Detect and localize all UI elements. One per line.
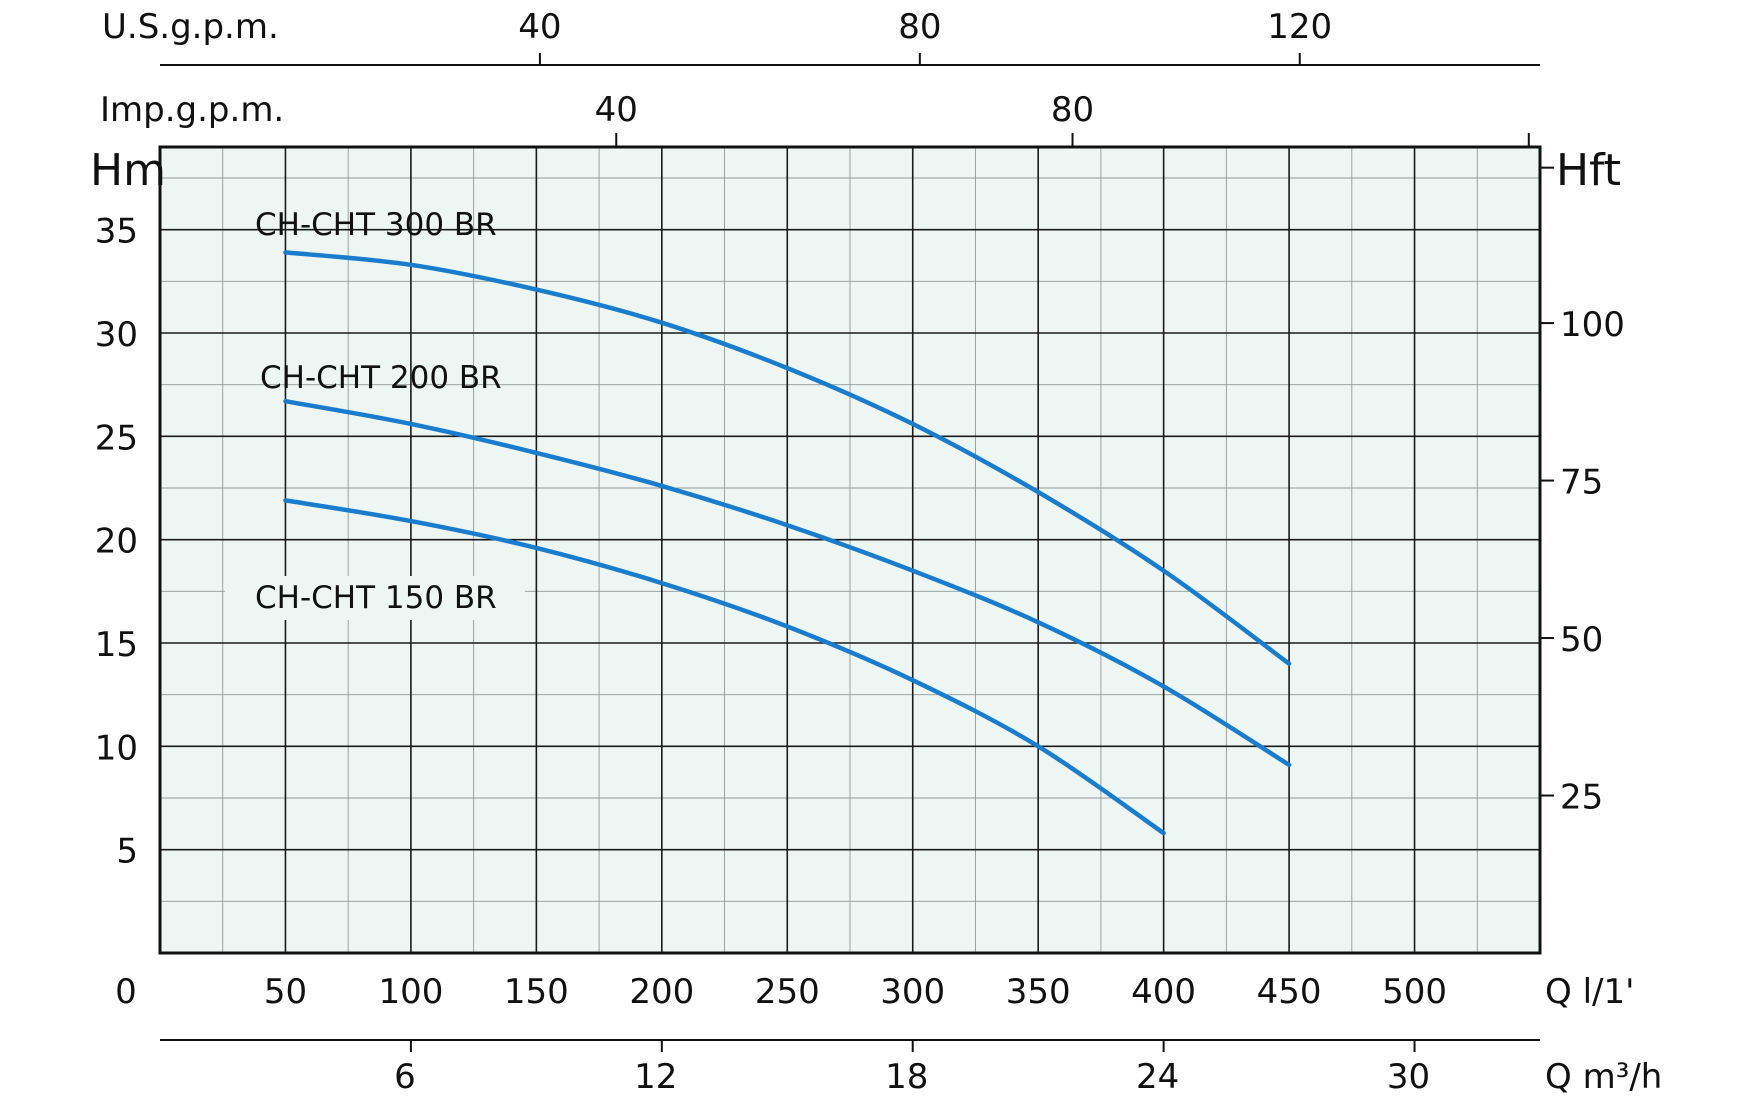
y-tick-label: 5 xyxy=(116,832,138,872)
m3h-tick-label: 30 xyxy=(1387,1057,1430,1097)
m3h-tick-label: 18 xyxy=(885,1057,928,1097)
series-curve-300br xyxy=(283,250,1292,666)
y2-axis-label: Hft xyxy=(1556,145,1621,196)
m3h-tick-label: 6 xyxy=(394,1057,416,1097)
series-labels: CH-CHT 300 BR CH-CHT 200 BR CH-CHT 150 BR xyxy=(225,207,525,620)
x-origin-label: 0 xyxy=(115,972,137,1012)
minor-gridlines xyxy=(160,147,1540,953)
series-curve-150br xyxy=(283,498,1166,836)
m3h-axis-label: Q m³/h xyxy=(1545,1057,1662,1097)
x-axis-label: Q l/1' xyxy=(1545,972,1634,1012)
series-label: CH-CHT 300 BR xyxy=(255,207,497,243)
top-axes: 40 80 120 40 80 xyxy=(160,7,1540,147)
y-axis-label: Hm xyxy=(90,145,166,196)
y2-tick-label: 50 xyxy=(1560,620,1603,660)
usgpm-axis-label: U.S.g.p.m. xyxy=(102,7,279,47)
y-tick-label: 30 xyxy=(95,315,138,355)
x-tick-label: 150 xyxy=(504,972,569,1012)
series-label: CH-CHT 150 BR xyxy=(255,580,497,616)
x-tick-label: 250 xyxy=(755,972,820,1012)
right-axis-hft: 25 50 75 100 xyxy=(1540,166,1625,818)
impgpm-tick-label: 40 xyxy=(595,90,638,130)
series-layer xyxy=(283,250,1292,836)
x-tick-label: 50 xyxy=(264,972,307,1012)
y-tick-label: 15 xyxy=(95,625,138,665)
left-axis-hm: 5 10 15 20 25 30 35 xyxy=(95,212,138,872)
x-tick-label: 100 xyxy=(378,972,443,1012)
x-tick-label: 350 xyxy=(1006,972,1071,1012)
usgpm-tick-label: 80 xyxy=(898,7,941,47)
y2-tick-label: 25 xyxy=(1560,778,1603,818)
y2-tick-label: 100 xyxy=(1560,305,1625,345)
series-label-background xyxy=(225,576,525,620)
y-tick-label: 20 xyxy=(95,522,138,562)
m3h-tick-label: 24 xyxy=(1136,1057,1179,1097)
x-tick-label: 200 xyxy=(629,972,694,1012)
usgpm-tick-label: 40 xyxy=(518,7,561,47)
y2-tick-label: 75 xyxy=(1560,463,1603,503)
y-tick-label: 35 xyxy=(95,212,138,252)
y-tick-label: 25 xyxy=(95,418,138,458)
series-label: CH-CHT 200 BR xyxy=(260,360,502,396)
series-curve-200br xyxy=(283,398,1292,768)
y-tick-label: 10 xyxy=(95,728,138,768)
x-tick-label: 450 xyxy=(1257,972,1322,1012)
m3h-tick-label: 12 xyxy=(634,1057,677,1097)
x-tick-label: 400 xyxy=(1131,972,1196,1012)
x-tick-label: 300 xyxy=(880,972,945,1012)
x-tick-label: 500 xyxy=(1382,972,1447,1012)
impgpm-axis-label: Imp.g.p.m. xyxy=(100,90,284,130)
impgpm-tick-label: 80 xyxy=(1051,90,1094,130)
usgpm-tick-label: 120 xyxy=(1267,7,1332,47)
bottom-axes: 50 100 150 200 250 300 350 400 450 500 6 12 18 24 30 xyxy=(160,972,1540,1097)
plot-frame xyxy=(158,145,1542,955)
